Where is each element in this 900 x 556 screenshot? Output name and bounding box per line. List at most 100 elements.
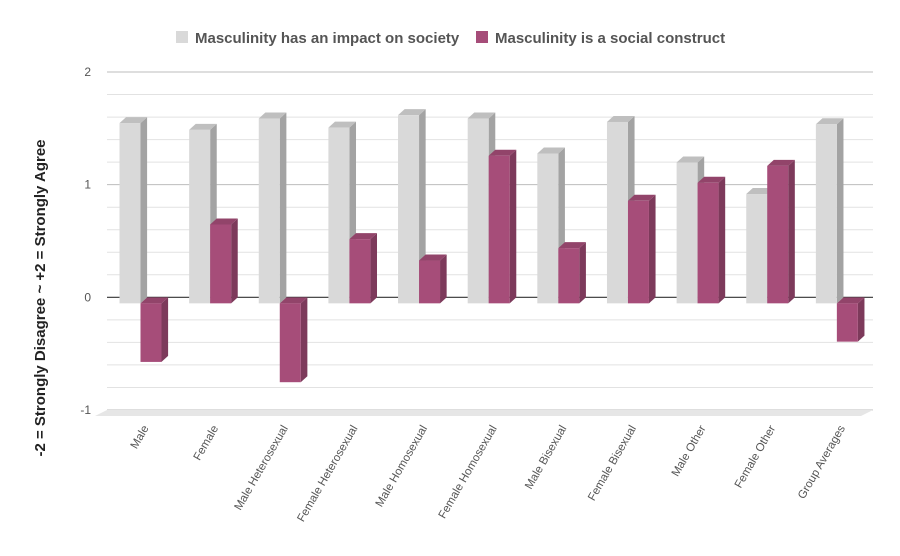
bar-construct xyxy=(627,194,656,304)
bar-top xyxy=(189,123,217,130)
bar-construct xyxy=(140,297,169,362)
y-tick-label: 0 xyxy=(84,290,91,304)
bar-top xyxy=(815,118,844,125)
bar-top xyxy=(279,297,308,304)
bar-front xyxy=(815,124,837,304)
bar-side xyxy=(419,109,426,304)
bar-top xyxy=(558,242,586,249)
bar-top xyxy=(488,149,517,156)
bar-side xyxy=(161,297,169,362)
category-label: Female Bisexual xyxy=(586,424,639,504)
category-label: Female Heterosexual xyxy=(295,424,360,525)
bar-top xyxy=(398,109,426,116)
legend: Masculinity has an impact on society Mas… xyxy=(176,30,725,47)
bar-side xyxy=(836,118,844,304)
category-label: Female xyxy=(192,424,222,463)
bar-construct xyxy=(767,159,795,304)
bar-impact xyxy=(189,123,217,304)
category-label: Group Averages xyxy=(796,423,848,501)
legend-swatch-impact xyxy=(176,31,188,43)
category-label: Male Bisexual xyxy=(523,424,569,492)
bar-front xyxy=(537,153,559,304)
bar-construct xyxy=(419,254,447,304)
bar-construct xyxy=(836,297,865,342)
bar-top xyxy=(258,112,287,119)
legend-label-construct: Masculinity is a social construct xyxy=(495,30,725,47)
bar-construct xyxy=(697,176,726,304)
bar-side xyxy=(718,176,726,304)
bar-front xyxy=(558,248,580,304)
bar-front xyxy=(697,182,719,304)
bar-front xyxy=(676,162,698,304)
y-axis-label: -2 = Strongly Disagree ~ +2 = Strongly A… xyxy=(32,139,49,456)
y-tick-label: 1 xyxy=(84,178,91,192)
bar-side xyxy=(509,149,517,304)
bar-construct xyxy=(210,218,238,304)
category-label: Male xyxy=(129,424,152,452)
bar-top xyxy=(606,115,635,122)
category-label: Male Heterosexual xyxy=(233,424,291,513)
bar-front xyxy=(279,303,301,383)
bar-front xyxy=(836,303,858,342)
bar-impact xyxy=(398,109,426,304)
bar-side xyxy=(231,218,238,304)
bar-side xyxy=(579,242,586,304)
bar-side xyxy=(788,159,795,304)
bar-top xyxy=(210,218,238,225)
bar-top xyxy=(767,159,795,166)
bar-construct xyxy=(558,242,586,304)
bar-front xyxy=(328,127,350,304)
bar-top xyxy=(697,176,726,183)
bar-front xyxy=(767,165,789,304)
bar-impact xyxy=(815,118,844,304)
bar-top xyxy=(419,254,447,261)
chart-floor xyxy=(95,410,873,416)
bar-front xyxy=(119,123,141,304)
category-label: Female Homosexual xyxy=(437,424,500,521)
bar-top xyxy=(676,156,705,163)
bar-side xyxy=(279,112,287,304)
bar-front xyxy=(258,118,280,304)
bar-construct xyxy=(279,297,308,383)
bar-top xyxy=(467,112,496,119)
bar-construct xyxy=(349,233,378,304)
bar-front xyxy=(189,129,211,304)
bar-top xyxy=(537,147,565,154)
bar-side xyxy=(648,194,656,304)
category-label: Male Homosexual xyxy=(374,423,430,509)
bar-front xyxy=(488,155,510,304)
bar-front xyxy=(627,200,649,304)
bar-front xyxy=(210,224,232,304)
bar-top xyxy=(627,194,656,201)
bar-top xyxy=(349,233,378,240)
legend-swatch-construct xyxy=(476,31,488,43)
bar-side xyxy=(440,254,447,304)
bar-top xyxy=(140,297,169,304)
bar-construct xyxy=(488,149,517,304)
bar-top xyxy=(119,117,148,124)
y-tick-label: 2 xyxy=(84,65,91,79)
bar-front xyxy=(349,239,371,304)
legend-label-impact: Masculinity has an impact on society xyxy=(195,30,460,47)
bar-front xyxy=(467,118,489,304)
x-axis-categories: Male Female Male Heterosexual Female Hetero… xyxy=(129,423,848,524)
bar-front xyxy=(419,260,441,304)
bars xyxy=(119,109,865,383)
bar-top xyxy=(328,121,357,128)
y-axis-ticks: 2 1 0 -1 xyxy=(80,65,91,417)
bar-side xyxy=(140,117,148,304)
bar-front xyxy=(606,121,628,304)
bar-side xyxy=(857,297,865,342)
bar-side xyxy=(370,233,378,304)
bar-impact xyxy=(119,117,148,304)
y-tick-label: -1 xyxy=(80,403,91,417)
bar-front xyxy=(140,303,162,362)
bar-impact xyxy=(258,112,287,304)
bar-top xyxy=(746,188,774,195)
bar-front xyxy=(746,194,768,304)
bar-front xyxy=(398,115,420,304)
category-label: Female Other xyxy=(733,423,779,490)
bar-top xyxy=(836,297,865,304)
